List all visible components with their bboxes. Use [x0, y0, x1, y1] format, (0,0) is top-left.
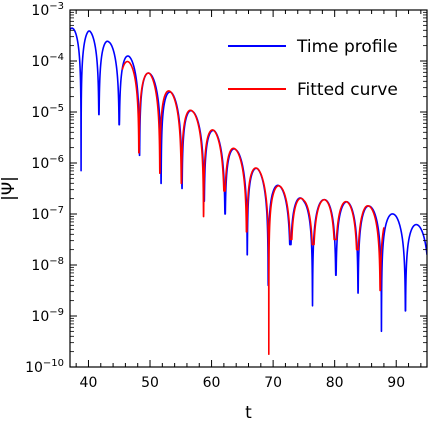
series-line-fitted-curve: [121, 60, 385, 356]
x-tick-label: 50: [141, 375, 159, 391]
y-tick-label: 10−7: [31, 205, 64, 223]
ticks: [70, 9, 427, 368]
y-tick-label: 10−5: [31, 103, 64, 121]
plot-lines: [70, 27, 427, 356]
y-tick-label: 10−4: [31, 52, 64, 70]
tick-labels: 40 50 60 70 80 90 10−10 10−9 10−8 10−7 10−6 10−5 10−…: [25, 1, 405, 391]
plot-frame: [69, 9, 428, 368]
x-axis-label: t: [245, 403, 252, 423]
legend: Time profile Fitted curve: [228, 37, 398, 100]
y-tick-label: 10−9: [31, 307, 64, 325]
y-axis-label: |Ψ|: [0, 176, 19, 201]
y-tick-label: 10−6: [31, 154, 64, 172]
x-tick-label: 40: [80, 375, 98, 391]
x-tick-label: 80: [326, 375, 344, 391]
x-tick-label: 60: [203, 375, 221, 391]
x-tick-label: 90: [387, 375, 405, 391]
y-tick-label: 10−10: [25, 358, 64, 376]
legend-label-time-profile: Time profile: [296, 37, 398, 57]
x-tick-label: 70: [264, 375, 282, 391]
y-tick-label: 10−8: [31, 256, 64, 274]
y-tick-label: 10−3: [31, 1, 64, 19]
legend-label-fitted-curve: Fitted curve: [297, 80, 398, 100]
